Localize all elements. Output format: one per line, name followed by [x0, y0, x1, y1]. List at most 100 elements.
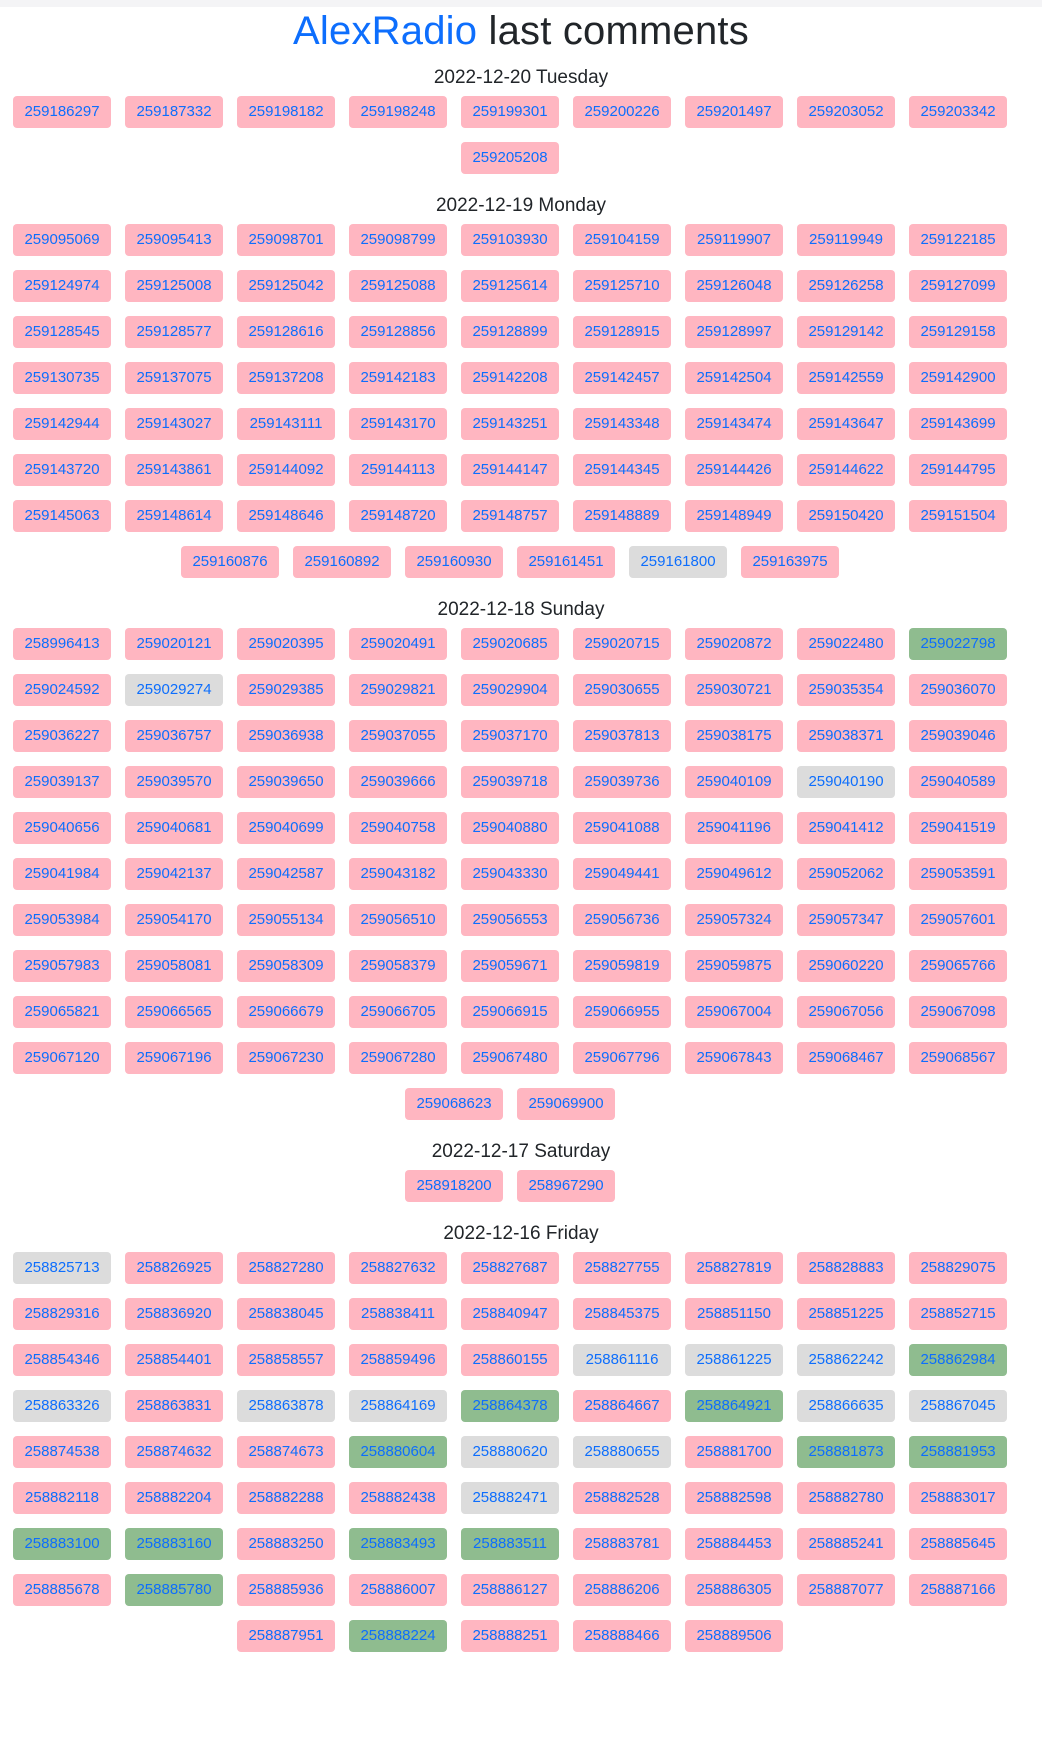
comment-link[interactable]: 259039046: [909, 720, 1007, 752]
comment-link[interactable]: 259126048: [685, 270, 783, 302]
comment-link[interactable]: 259036757: [125, 720, 223, 752]
comment-link[interactable]: 259065821: [13, 996, 111, 1028]
comment-link[interactable]: 259142944: [13, 408, 111, 440]
comment-link[interactable]: 258883100: [13, 1528, 111, 1560]
comment-link[interactable]: 258864667: [573, 1390, 671, 1422]
comment-link[interactable]: 258854346: [13, 1344, 111, 1376]
comment-link[interactable]: 259125614: [461, 270, 559, 302]
comment-link[interactable]: 259039650: [237, 766, 335, 798]
comment-link[interactable]: 259144426: [685, 454, 783, 486]
comment-link[interactable]: 259068623: [405, 1088, 503, 1120]
comment-link[interactable]: 259042137: [125, 858, 223, 890]
comment-link[interactable]: 259148889: [573, 500, 671, 532]
comment-link[interactable]: 259040190: [797, 766, 895, 798]
comment-link[interactable]: 259040656: [13, 812, 111, 844]
comment-link[interactable]: 259057601: [909, 904, 1007, 936]
comment-link[interactable]: 259151504: [909, 500, 1007, 532]
comment-link[interactable]: 259186297: [13, 96, 111, 128]
comment-link[interactable]: 258882204: [125, 1482, 223, 1514]
comment-link[interactable]: 259066679: [237, 996, 335, 1028]
comment-link[interactable]: 259144795: [909, 454, 1007, 486]
comment-link[interactable]: 258827755: [573, 1252, 671, 1284]
comment-link[interactable]: 258882780: [797, 1482, 895, 1514]
comment-link[interactable]: 259066915: [461, 996, 559, 1028]
comment-link[interactable]: 259055134: [237, 904, 335, 936]
comment-link[interactable]: 259125088: [349, 270, 447, 302]
comment-link[interactable]: 258864378: [461, 1390, 559, 1422]
comment-link[interactable]: 258885936: [237, 1574, 335, 1606]
comment-link[interactable]: 259203052: [797, 96, 895, 128]
comment-link[interactable]: 259043182: [349, 858, 447, 890]
comment-link[interactable]: 259128577: [125, 316, 223, 348]
comment-link[interactable]: 259160876: [181, 546, 279, 578]
comment-link[interactable]: 259067120: [13, 1042, 111, 1074]
comment-link[interactable]: 259066955: [573, 996, 671, 1028]
comment-link[interactable]: 259142208: [461, 362, 559, 394]
comment-link[interactable]: 259029904: [461, 674, 559, 706]
comment-link[interactable]: 259040758: [349, 812, 447, 844]
comment-link[interactable]: 259148614: [125, 500, 223, 532]
comment-link[interactable]: 259069900: [517, 1088, 615, 1120]
comment-link[interactable]: 259056553: [461, 904, 559, 936]
comment-link[interactable]: 259144147: [461, 454, 559, 486]
comment-link[interactable]: 258881700: [685, 1436, 783, 1468]
comment-link[interactable]: 259030721: [685, 674, 783, 706]
comment-link[interactable]: 259037813: [573, 720, 671, 752]
comment-link[interactable]: 259104159: [573, 224, 671, 256]
comment-link[interactable]: 259067796: [573, 1042, 671, 1074]
comment-link[interactable]: 259144092: [237, 454, 335, 486]
comment-link[interactable]: 259067480: [461, 1042, 559, 1074]
comment-link[interactable]: 258918200: [405, 1170, 503, 1202]
comment-link[interactable]: 258852715: [909, 1298, 1007, 1330]
comment-link[interactable]: 258862242: [797, 1344, 895, 1376]
comment-link[interactable]: 259142559: [797, 362, 895, 394]
comment-link[interactable]: 258883250: [237, 1528, 335, 1560]
comment-link[interactable]: 258886007: [349, 1574, 447, 1606]
comment-link[interactable]: 258827280: [237, 1252, 335, 1284]
comment-link[interactable]: 259143251: [461, 408, 559, 440]
comment-link[interactable]: 259143348: [573, 408, 671, 440]
comment-link[interactable]: 258829316: [13, 1298, 111, 1330]
comment-link[interactable]: 259068567: [909, 1042, 1007, 1074]
comment-link[interactable]: 258860155: [461, 1344, 559, 1376]
comment-link[interactable]: 259060220: [797, 950, 895, 982]
comment-link[interactable]: 259035354: [797, 674, 895, 706]
comment-link[interactable]: 259098701: [237, 224, 335, 256]
comment-link[interactable]: 259029821: [349, 674, 447, 706]
comment-link[interactable]: 259150420: [797, 500, 895, 532]
comment-link[interactable]: 258883160: [125, 1528, 223, 1560]
comment-link[interactable]: 259067843: [685, 1042, 783, 1074]
comment-link[interactable]: 259029274: [125, 674, 223, 706]
comment-link[interactable]: 259198182: [237, 96, 335, 128]
comment-link[interactable]: 259126258: [797, 270, 895, 302]
comment-link[interactable]: 259199301: [461, 96, 559, 128]
comment-link[interactable]: 259187332: [125, 96, 223, 128]
comment-link[interactable]: 259056736: [573, 904, 671, 936]
comment-link[interactable]: 258861225: [685, 1344, 783, 1376]
comment-link[interactable]: 259059819: [573, 950, 671, 982]
comment-link[interactable]: 259056510: [349, 904, 447, 936]
comment-link[interactable]: 259067280: [349, 1042, 447, 1074]
comment-link[interactable]: 259143647: [797, 408, 895, 440]
comment-link[interactable]: 258827819: [685, 1252, 783, 1284]
comment-link[interactable]: 259067230: [237, 1042, 335, 1074]
comment-link[interactable]: 258883781: [573, 1528, 671, 1560]
comment-link[interactable]: 259058309: [237, 950, 335, 982]
comment-link[interactable]: 259142457: [573, 362, 671, 394]
comment-link[interactable]: 259067056: [797, 996, 895, 1028]
comment-link[interactable]: 259142504: [685, 362, 783, 394]
comment-link[interactable]: 259095069: [13, 224, 111, 256]
comment-link[interactable]: 258888251: [461, 1620, 559, 1652]
comment-link[interactable]: 258888224: [349, 1620, 447, 1652]
comment-link[interactable]: 259020491: [349, 628, 447, 660]
comment-link[interactable]: 259039718: [461, 766, 559, 798]
comment-link[interactable]: 259124974: [13, 270, 111, 302]
comment-link[interactable]: 259122185: [909, 224, 1007, 256]
comment-link[interactable]: 258883511: [461, 1528, 559, 1560]
comment-link[interactable]: 259040589: [909, 766, 1007, 798]
comment-link[interactable]: 259041984: [13, 858, 111, 890]
comment-link[interactable]: 258889506: [685, 1620, 783, 1652]
comment-link[interactable]: 259161800: [629, 546, 727, 578]
comment-link[interactable]: 259129142: [797, 316, 895, 348]
comment-link[interactable]: 259041412: [797, 812, 895, 844]
